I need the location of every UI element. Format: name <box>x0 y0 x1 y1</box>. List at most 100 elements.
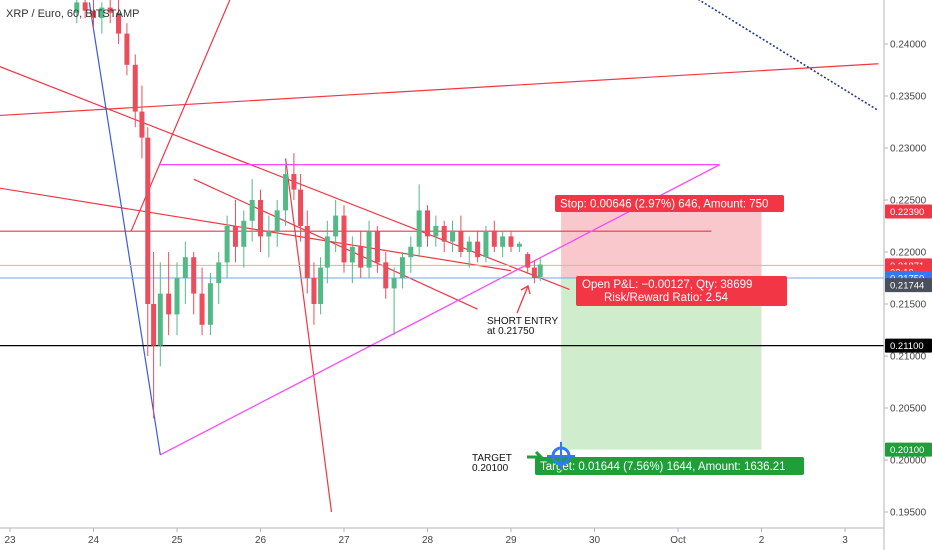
candle-40 <box>391 267 397 336</box>
candle-body <box>516 243 522 247</box>
candle-28 <box>298 174 304 242</box>
candle-35 <box>349 236 355 284</box>
price-badge-bg <box>885 442 932 457</box>
price-badges: 0.223900.2187102:190.217500.217440.21100… <box>885 204 932 457</box>
price-tick-label: 0.21500 <box>890 300 927 311</box>
price-tick-label: 0.23000 <box>890 144 927 155</box>
candle-19 <box>224 215 230 278</box>
candle-body <box>74 2 80 13</box>
price-badge-label: 0.20100 <box>890 445 924 456</box>
candle-body <box>349 246 355 263</box>
trendline-5[interactable] <box>284 158 333 513</box>
candle-body <box>199 293 205 325</box>
target-zone[interactable] <box>561 278 762 450</box>
candle-31 <box>318 257 324 315</box>
candle-body <box>399 257 405 278</box>
target-label-line2: 0.20100 <box>472 463 509 474</box>
candle-body <box>508 236 514 247</box>
candle-7 <box>132 54 138 128</box>
candle-body <box>91 10 96 18</box>
price-tick-label: 0.22000 <box>890 248 927 259</box>
candle-body <box>531 267 537 278</box>
short-entry-arrow-icon <box>516 285 531 314</box>
pnl-info-box[interactable] <box>576 276 787 306</box>
target-info-box[interactable] <box>535 457 804 475</box>
candle-42 <box>408 236 414 273</box>
short-entry-label-line1: SHORT ENTRY <box>487 316 558 327</box>
short-entry-label-line2: at 0.21750 <box>487 326 535 337</box>
candle-15 <box>191 252 197 315</box>
price-badge-0: 0.22390 <box>885 204 932 219</box>
candle-21 <box>241 210 247 268</box>
price-tick-label: 0.24000 <box>890 40 927 51</box>
candle-body <box>311 278 317 304</box>
price-badge-label: 0.22390 <box>890 207 924 218</box>
candle-body <box>166 293 172 315</box>
candle-body <box>151 304 157 346</box>
candle-38 <box>374 226 380 273</box>
candle-body <box>525 254 531 268</box>
candle-14 <box>182 241 188 304</box>
candle-body <box>283 174 289 211</box>
candle-20 <box>232 200 238 263</box>
candle-body <box>475 241 481 258</box>
candle-body <box>132 64 138 112</box>
candle-24 <box>266 215 272 258</box>
time-tick-label: 27 <box>338 535 350 546</box>
candle-8 <box>139 85 145 159</box>
candle-1 <box>82 0 88 18</box>
candle-body <box>298 189 304 226</box>
candle-body <box>157 293 163 346</box>
time-tick-label: 28 <box>422 535 434 546</box>
candle-30 <box>311 262 317 325</box>
candle-body <box>107 7 113 13</box>
candle-49 <box>466 236 472 268</box>
candle-body <box>145 137 151 304</box>
stop-info-box[interactable] <box>555 195 784 212</box>
candle-body <box>241 220 247 247</box>
candle-body <box>139 111 145 138</box>
stop-info-text: Stop: 0.00646 (2.97%) 646, Amount: 750 <box>560 199 768 211</box>
position-zones-layer <box>561 211 762 450</box>
candle-body <box>304 226 310 278</box>
candle-body <box>433 226 439 237</box>
trendline-10[interactable] <box>695 0 879 112</box>
target-marker-icon[interactable] <box>547 442 575 470</box>
time-tick-label: 2 <box>759 535 765 546</box>
trendline-8[interactable] <box>160 164 721 456</box>
candle-body <box>124 33 130 65</box>
price-badge-label: 0.21744 <box>890 281 924 292</box>
price-axis[interactable]: 0.24000 0.23500 0.23000 0.22500 0.22000 0.215… <box>884 40 927 519</box>
candle-body <box>318 267 324 304</box>
candle-body <box>466 241 472 252</box>
candle-body <box>274 210 280 232</box>
stop-zone[interactable] <box>561 211 762 278</box>
candles-layer <box>74 0 543 419</box>
candle-body <box>99 7 105 18</box>
candle-body <box>266 231 272 237</box>
candle-body <box>450 231 456 242</box>
candle-45 <box>433 215 439 247</box>
candle-body <box>224 226 230 263</box>
candle-16 <box>199 267 205 336</box>
pnl-text-line2: Risk/Reward Ratio: 2.54 <box>604 292 729 304</box>
candle-body <box>383 262 389 289</box>
trendline-1[interactable] <box>0 63 879 117</box>
candle-4 <box>107 0 113 24</box>
candle-43 <box>416 184 422 258</box>
candle-body <box>366 231 372 268</box>
candle-body <box>291 174 297 190</box>
candle-body <box>116 12 122 34</box>
candle-body <box>408 246 414 258</box>
chart-title: XRP / Euro, 60, BITSTAMP <box>6 8 139 20</box>
candle-3 <box>99 2 105 34</box>
candle-55 <box>516 241 522 252</box>
time-axis[interactable]: 23 24 25 26 27 28 29 30 Oct 2 3 <box>4 528 848 546</box>
pnl-text-line1: Open P&L: −0.00127, Qty: 38699 <box>582 279 752 291</box>
candle-body <box>174 278 180 315</box>
price-badge-6: 0.20100 <box>885 442 932 457</box>
trendline-9[interactable] <box>88 2 161 455</box>
candle-5 <box>116 0 122 44</box>
